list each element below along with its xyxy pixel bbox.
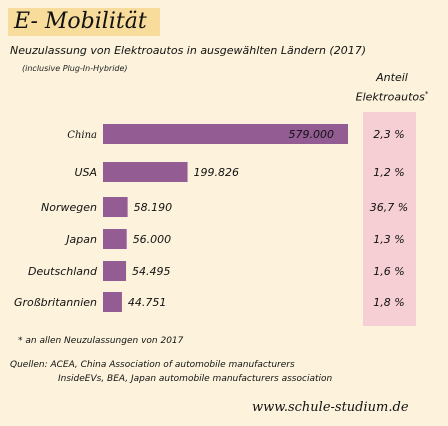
share-label: 1,2 % (373, 166, 404, 179)
bar (103, 229, 127, 249)
share-column-header: Anteil Elektroautos* (350, 70, 434, 106)
chart-subtitle: Neuzulassung von Elektroautos in ausgewä… (10, 44, 366, 57)
bar (103, 124, 348, 144)
share-header-line2: Elektroautos (355, 90, 425, 104)
page-title: E- Mobilität (14, 9, 147, 34)
category-label: China (67, 130, 97, 141)
bar (103, 292, 122, 312)
share-label: 1,8 % (373, 296, 404, 309)
share-header-marker: * (424, 90, 429, 98)
value-label: 44.751 (128, 296, 167, 309)
share-label: 36,7 % (370, 201, 408, 214)
category-label: Großbritannien (14, 296, 97, 309)
value-label: 579.000 (289, 128, 335, 141)
bar (103, 261, 127, 281)
share-label: 2,3 % (373, 128, 404, 141)
chart-subnote: (inclusive Plug-In-Hybride) (22, 64, 128, 73)
value-label: 58.190 (134, 201, 173, 214)
bar (103, 162, 188, 182)
category-label: Japan (64, 233, 97, 246)
website-url[interactable]: www.schule-studium.de (252, 400, 409, 415)
category-label: Deutschland (28, 265, 98, 278)
value-label: 199.826 (194, 166, 240, 179)
share-label: 1,6 % (373, 265, 404, 278)
category-label: USA (74, 166, 97, 179)
sources-line-2: InsideEVs, BEA, Japan automobile manufac… (58, 374, 333, 384)
share-column-background (363, 112, 416, 326)
sources-line-1: Quellen: ACEA, China Association of auto… (10, 360, 295, 370)
title-box (8, 8, 160, 36)
footnote: * an allen Neuzulassungen von 2017 (18, 336, 184, 346)
value-label: 56.000 (133, 233, 172, 246)
share-header-line1: Anteil (376, 71, 408, 84)
category-label: Norwegen (41, 201, 97, 214)
value-label: 54.495 (132, 265, 171, 278)
bar (103, 197, 128, 217)
share-label: 1,3 % (373, 233, 404, 246)
